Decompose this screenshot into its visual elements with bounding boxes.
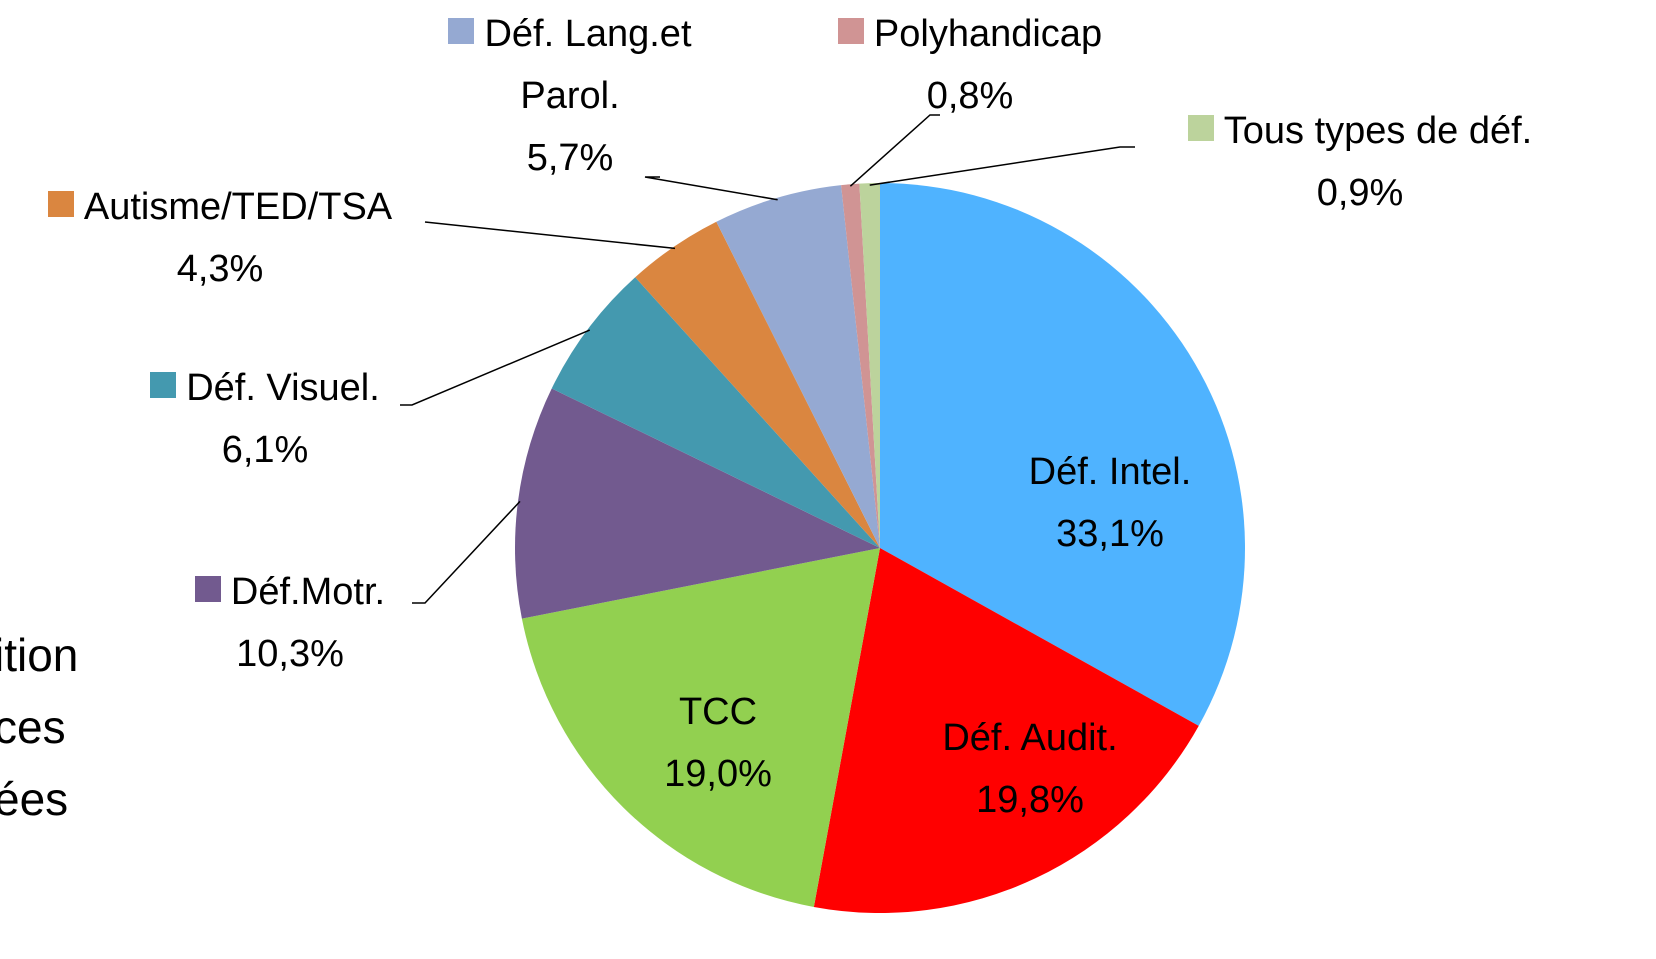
fragment-text: ées [0,773,69,825]
value-label: 4,3% [176,248,264,290]
leader-line [849,114,940,187]
pie-slice [515,388,880,619]
slice-label: Tous types de déf. 0,9% [1140,100,1580,224]
category-label: Déf. Intel. [1028,451,1192,493]
pie-slice [521,548,880,907]
value-label: 19,8% [976,779,1084,821]
category-label: Tous types de déf. [1223,110,1533,152]
legend-swatch [194,576,221,602]
legend-swatch [837,18,864,44]
slice-label: Déf.Motr. 10,3% [160,561,420,685]
slice-label: Autisme/TED/TSA 4,3% [0,176,440,300]
leader-line [869,146,1135,186]
category-label: TCC [678,691,758,733]
legend-swatch [47,191,74,217]
pie-slice [551,277,880,548]
pie-slice [859,183,880,548]
value-label: 33,1% [1056,513,1164,555]
pie-slice [635,221,880,549]
category-label: Déf.Motr. [230,571,386,613]
leader-line [400,329,591,406]
category-label: Déf. Lang.et Parol. [484,13,692,117]
leader-line [424,221,676,250]
pie-slice [880,183,1245,726]
leader-line [412,500,521,604]
slice-label: Déf. Audit. 19,8% [880,707,1180,831]
value-label: 5,7% [526,137,614,179]
category-label: Déf. Audit. [942,717,1118,759]
legend-swatch [150,372,177,398]
slice-label: Déf. Lang.et Parol. 5,7% [420,3,720,189]
category-label: Polyhandicap [873,13,1103,55]
slice-label: TCC 19,0% [568,681,868,805]
value-label: 0,9% [1316,172,1404,214]
pie-slice [813,548,1199,914]
slice-label: Polyhandicap 0,8% [795,3,1145,127]
category-label: Autisme/TED/TSA [83,186,393,228]
legend-swatch [1187,115,1214,141]
value-label: 0,8% [926,75,1014,117]
fragment-text: ition [0,629,79,681]
category-label: Déf. Visuel. [186,367,380,409]
leader-line [644,176,778,201]
pie-slice [716,185,880,549]
pie-slice [841,183,880,548]
slice-label: Déf. Visuel. 6,1% [110,357,420,481]
value-label: 6,1% [221,429,309,471]
value-label: 19,0% [664,753,772,795]
value-label: 10,3% [236,633,344,675]
legend-swatch [448,18,475,44]
fragment-text: ces [0,701,66,753]
slice-label: Déf. Intel. 33,1% [960,441,1260,565]
